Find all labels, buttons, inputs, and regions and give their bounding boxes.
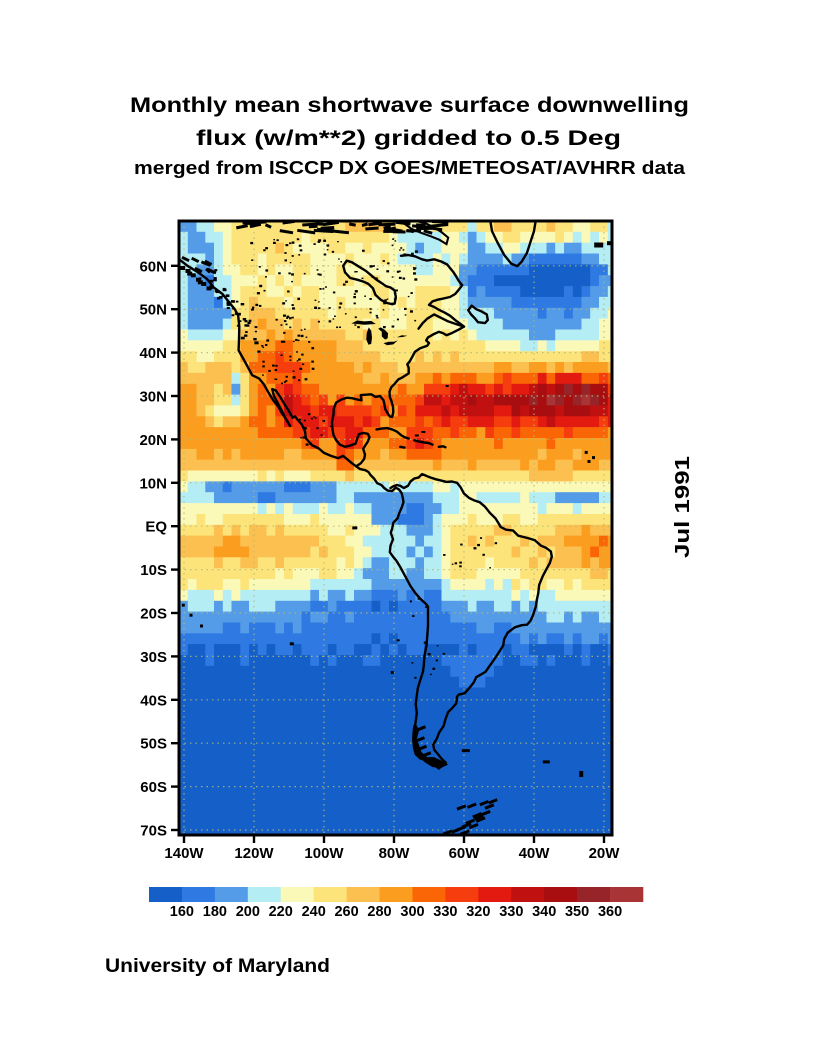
svg-text:120W: 120W [234,845,274,862]
svg-text:80W: 80W [379,845,411,862]
svg-text:180: 180 [203,904,227,920]
svg-text:Jul 1991: Jul 1991 [672,456,694,558]
svg-text:280: 280 [367,904,391,920]
svg-text:30N: 30N [139,389,167,406]
svg-text:360: 360 [598,904,622,920]
svg-text:200: 200 [236,904,260,920]
svg-text:20W: 20W [589,845,621,862]
svg-text:330: 330 [433,904,457,920]
svg-text:Monthly mean shortwave surface: Monthly mean shortwave surface downwelli… [130,94,689,117]
svg-text:60S: 60S [140,779,167,796]
svg-text:60W: 60W [449,845,481,862]
svg-text:70S: 70S [140,823,167,840]
svg-text:40S: 40S [140,692,167,709]
svg-text:40W: 40W [519,845,551,862]
svg-text:50S: 50S [140,736,167,753]
svg-text:220: 220 [269,904,293,920]
svg-text:EQ: EQ [145,519,167,536]
svg-text:50N: 50N [139,302,167,319]
svg-text:10S: 10S [140,562,167,579]
svg-text:30S: 30S [140,649,167,666]
svg-text:20N: 20N [139,432,167,449]
svg-text:340: 340 [532,904,556,920]
svg-text:140W: 140W [164,845,204,862]
svg-text:20S: 20S [140,606,167,623]
svg-text:flux (w/m**2) gridded to 0.5 D: flux (w/m**2) gridded to 0.5 Deg [196,127,621,150]
svg-text:University of Maryland: University of Maryland [105,956,330,977]
svg-text:240: 240 [302,904,326,920]
svg-text:40N: 40N [139,345,167,362]
svg-text:merged from ISCCP DX GOES/METE: merged from ISCCP DX GOES/METEOSAT/AVHRR… [134,158,686,178]
svg-text:10N: 10N [139,475,167,492]
svg-text:320: 320 [466,904,490,920]
svg-text:300: 300 [400,904,424,920]
svg-text:260: 260 [334,904,358,920]
svg-text:350: 350 [565,904,589,920]
svg-text:100W: 100W [304,845,344,862]
svg-text:60N: 60N [139,258,167,275]
svg-text:330: 330 [499,904,523,920]
svg-text:160: 160 [170,904,194,920]
